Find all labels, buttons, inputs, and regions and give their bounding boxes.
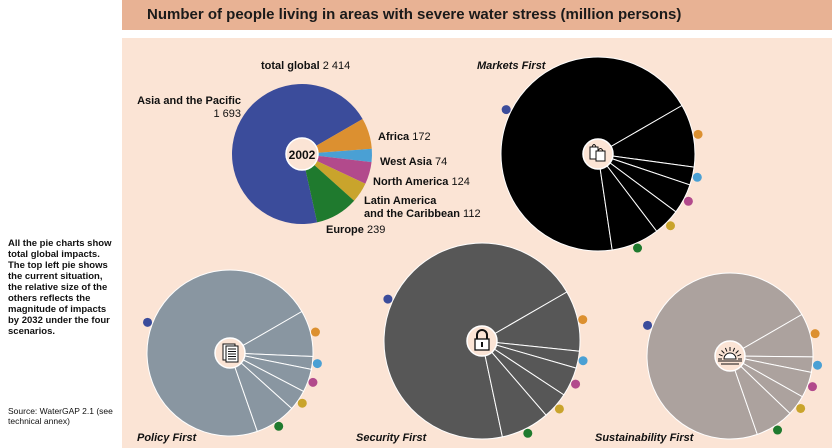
document-icon — [222, 343, 239, 363]
pie-slice-west-asia — [302, 148, 372, 163]
pie-security-first — [383, 242, 588, 440]
legend-dot-asia-pacific — [501, 105, 511, 115]
legend-dot-europe — [274, 421, 284, 431]
legend-dot-latin-america — [796, 403, 806, 413]
legend-dot-asia-pacific — [643, 320, 653, 330]
legend-dot-west-asia — [692, 172, 702, 182]
legend-dot-latin-america — [666, 221, 675, 231]
legend-dot-asia-pacific — [383, 294, 393, 304]
legend-dot-africa — [810, 329, 820, 339]
legend-dot-europe — [523, 428, 533, 438]
pie-center — [285, 137, 319, 171]
legend-dot-north-america — [683, 196, 693, 206]
label-latin-america-line1: Latin America — [364, 195, 437, 207]
legend-dot-europe — [773, 425, 783, 435]
pie-slice-europe — [729, 355, 791, 436]
pie-slice-north-america — [302, 154, 372, 184]
legend-dot-north-america — [571, 379, 581, 389]
pie-markets-first — [500, 56, 703, 253]
legend-dot-latin-america — [297, 398, 307, 408]
legend-dot-west-asia — [813, 360, 823, 370]
total-global-label: total global 2 414 — [261, 60, 350, 72]
shopping-bags-icon — [589, 144, 606, 162]
pie-slice-africa — [302, 119, 372, 154]
label-africa: Africa 172 — [378, 131, 431, 143]
label-west-asia: West Asia 74 — [380, 156, 447, 168]
scenario-label-policy-first: Policy First — [137, 432, 198, 444]
legend-dot-africa — [310, 327, 320, 337]
pie-sustainability-first — [643, 272, 823, 440]
pie-slice-europe — [481, 340, 547, 438]
legend-dot-asia-pacific — [143, 317, 153, 327]
padlock-icon — [474, 329, 490, 351]
value-asia-pacific: 1 693 — [213, 108, 241, 120]
scenario-label-markets-first: Markets First — [477, 60, 547, 72]
label-europe: Europe 239 — [326, 224, 385, 236]
pie-slice-europe — [229, 352, 293, 433]
pie-policy-first — [143, 269, 322, 437]
label-north-america: North America 124 — [373, 176, 470, 188]
legend-dot-europe — [633, 243, 643, 253]
side-note: All the pie charts show total global imp… — [8, 238, 112, 337]
legend-dot-west-asia — [578, 356, 588, 366]
pie-slice-europe — [302, 154, 355, 223]
legend-dot-west-asia — [312, 359, 322, 369]
legend-dot-north-america — [807, 382, 817, 392]
legend-dot-africa — [578, 315, 588, 325]
legend-dot-africa — [693, 129, 703, 139]
source-note: Source: WaterGAP 2.1 (see technical anne… — [8, 406, 113, 426]
chart-title: Number of people living in areas with se… — [147, 6, 682, 23]
center-label-2002: 2002 — [289, 148, 316, 162]
pie-2002: 2002 — [231, 84, 372, 225]
legend-dot-latin-america — [554, 404, 564, 414]
sunrise-icon — [718, 347, 742, 365]
scenario-label-security-first: Security First — [356, 432, 428, 444]
legend-dot-north-america — [308, 377, 318, 387]
label-latin-america-line2: and the Caribbean 112 — [364, 208, 481, 220]
scenario-label-sustainability-first: Sustainability First — [595, 432, 695, 444]
pie-slice-europe — [597, 153, 658, 251]
title-bar: Number of people living in areas with se… — [122, 0, 832, 30]
label-asia-pacific: Asia and the Pacific — [137, 95, 241, 107]
pie-slice-latin-america — [302, 154, 366, 201]
